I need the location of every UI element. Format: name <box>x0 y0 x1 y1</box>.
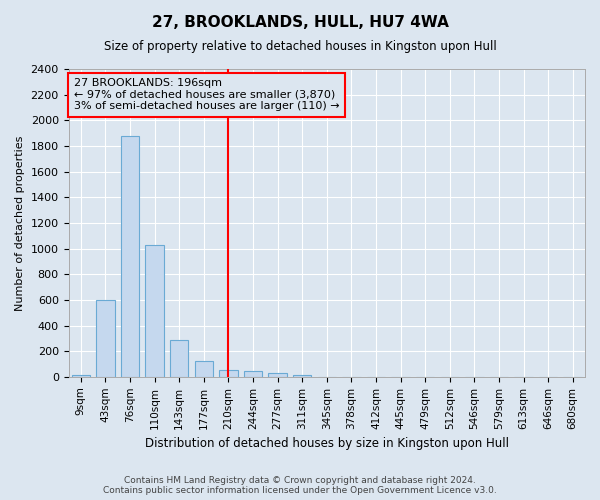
Text: 27, BROOKLANDS, HULL, HU7 4WA: 27, BROOKLANDS, HULL, HU7 4WA <box>152 15 448 30</box>
Bar <box>96 300 115 377</box>
Bar <box>244 372 262 377</box>
Text: 27 BROOKLANDS: 196sqm
← 97% of detached houses are smaller (3,870)
3% of semi-de: 27 BROOKLANDS: 196sqm ← 97% of detached … <box>74 78 340 112</box>
Bar <box>121 136 139 377</box>
Text: Size of property relative to detached houses in Kingston upon Hull: Size of property relative to detached ho… <box>104 40 496 53</box>
Y-axis label: Number of detached properties: Number of detached properties <box>15 135 25 310</box>
Bar <box>194 362 213 377</box>
Bar <box>71 374 90 377</box>
Bar <box>268 373 287 377</box>
Bar <box>170 340 188 377</box>
Bar <box>145 244 164 377</box>
Text: Contains HM Land Registry data © Crown copyright and database right 2024.
Contai: Contains HM Land Registry data © Crown c… <box>103 476 497 495</box>
Bar <box>219 370 238 377</box>
Bar <box>293 374 311 377</box>
X-axis label: Distribution of detached houses by size in Kingston upon Hull: Distribution of detached houses by size … <box>145 437 509 450</box>
